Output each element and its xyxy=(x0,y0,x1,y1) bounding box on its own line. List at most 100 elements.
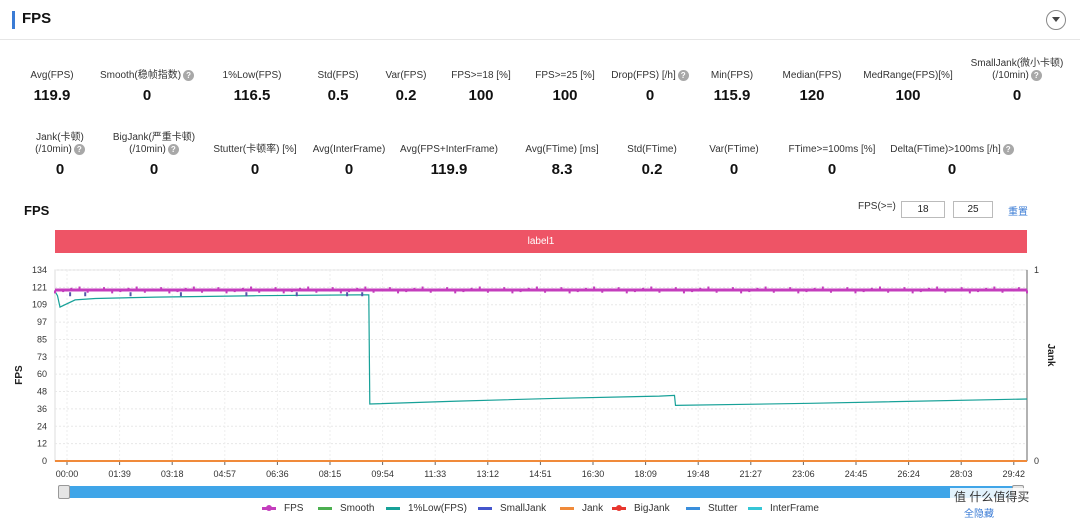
fps-point xyxy=(764,286,767,290)
y2-tick-label: 1 xyxy=(1034,265,1039,275)
y-tick-label: 12 xyxy=(37,439,47,449)
metric-value: 0 xyxy=(645,87,655,104)
fps-point xyxy=(397,290,400,294)
fps-point xyxy=(527,287,530,291)
metric-0: Jank(卡顿) (/10min)? 0 xyxy=(12,128,108,188)
legend-item-fps[interactable]: FPS xyxy=(262,503,303,514)
fps-point xyxy=(568,290,571,294)
fps-point xyxy=(797,290,800,294)
fps-point xyxy=(495,288,498,292)
fps-point xyxy=(413,287,416,291)
legend-item-smalljank[interactable]: SmallJank xyxy=(478,503,546,514)
reset-link[interactable]: 重置 xyxy=(1008,207,1028,218)
smalljank-point xyxy=(245,292,248,297)
slider-handle-left[interactable] xyxy=(58,485,70,499)
legend-item-1-low-fps-[interactable]: 1%Low(FPS) xyxy=(386,503,467,514)
metric-label: SmallJank(微小卡顿) (/10min)? xyxy=(962,58,1072,82)
legend-item-interframe[interactable]: InterFrame xyxy=(748,503,819,514)
fps-point xyxy=(209,288,212,292)
fps-point xyxy=(127,287,130,291)
legend-swatch xyxy=(612,505,626,511)
plot-frame xyxy=(54,269,1028,462)
metric-label: Smooth(稳帧指数)? xyxy=(92,69,202,82)
brand-watermark: 值 什么值得买 xyxy=(950,488,1034,505)
fps-point xyxy=(421,286,424,290)
fps-point xyxy=(437,288,440,292)
fps-point xyxy=(723,288,726,292)
fps-point xyxy=(699,287,702,291)
metric-value: 0 xyxy=(142,87,152,104)
smalljank-point xyxy=(179,292,182,297)
x-axis: 00:00 01:39 03:18 04:57 06:36 08:15 09:54 11:33… xyxy=(55,460,1027,479)
metric-2: Stutter(卡顿率) [%] 0 xyxy=(200,128,310,188)
fps-point xyxy=(960,287,963,291)
x-tick-label: 11:33 xyxy=(424,469,446,479)
legend-item-bigjank[interactable]: BigJank xyxy=(612,503,670,514)
fps-point xyxy=(511,290,514,294)
help-icon[interactable]: ? xyxy=(73,143,85,155)
collapse-button[interactable] xyxy=(1046,10,1066,30)
help-icon[interactable]: ? xyxy=(183,69,195,81)
metric-value: 120 xyxy=(799,87,825,104)
x-tick-label: 09:54 xyxy=(371,469,394,479)
metric-label-text: 1%Low(FPS) xyxy=(222,70,282,81)
fps-threshold-input-2[interactable] xyxy=(953,201,993,218)
fps-point xyxy=(519,289,522,293)
time-range-slider[interactable] xyxy=(58,485,1024,499)
fps-point xyxy=(789,287,792,291)
fps-point xyxy=(364,286,367,290)
fps-point xyxy=(184,287,187,291)
fps-point xyxy=(903,287,906,291)
fps-point xyxy=(1001,289,1004,293)
metric-value: 0.2 xyxy=(395,87,417,104)
fps-point xyxy=(854,290,857,294)
panel-title: FPS xyxy=(22,10,52,27)
metric-value: 100 xyxy=(552,87,578,104)
legend-swatch xyxy=(478,507,492,510)
help-icon[interactable]: ? xyxy=(677,69,689,81)
hide-all-link[interactable]: 全隐藏 xyxy=(964,509,994,520)
fps-point xyxy=(625,290,628,294)
legend-label: 1%Low(FPS) xyxy=(408,503,467,514)
fps-point xyxy=(772,289,775,293)
metric-5: FPS>=18 [%] 100 xyxy=(438,54,524,114)
metric-label-text: Var(FTime) xyxy=(709,144,759,155)
metric-5: Avg(FTime) [ms] 8.3 xyxy=(510,128,614,188)
y-tick-label: 60 xyxy=(37,369,47,379)
panel-header: FPS xyxy=(0,0,1080,40)
fps-point xyxy=(119,289,122,293)
metric-label-text: FPS>=25 [%] xyxy=(535,70,595,81)
x-tick-label: 01:39 xyxy=(108,469,131,479)
metric-11: SmallJank(微小卡顿) (/10min)? 0 xyxy=(962,54,1072,114)
fps-point xyxy=(715,289,718,293)
smalljank-point xyxy=(84,292,87,297)
help-icon[interactable]: ? xyxy=(1002,143,1014,155)
legend-item-smooth[interactable]: Smooth xyxy=(318,503,374,514)
smalljank-point xyxy=(69,292,72,297)
metric-label-text: Std(FPS) xyxy=(317,70,359,81)
fps-threshold-input-1[interactable] xyxy=(901,201,945,218)
x-tick-label: 23:06 xyxy=(792,469,815,479)
help-icon[interactable]: ? xyxy=(1030,69,1042,81)
metric-label-text: Min(FPS) xyxy=(710,70,754,81)
metric-9: Median(FPS) 120 xyxy=(770,54,854,114)
label-band[interactable]: label1 xyxy=(55,230,1027,253)
fps-point xyxy=(846,287,849,291)
metric-label-unit: (/10min) xyxy=(992,70,1029,81)
legend-swatch xyxy=(748,507,762,510)
legend-item-jank[interactable]: Jank xyxy=(560,503,603,514)
fps-point xyxy=(429,289,432,293)
metric-1: BigJank(严重卡顿) (/10min)? 0 xyxy=(108,128,200,188)
fps-point xyxy=(331,287,334,291)
x-tick-label: 06:36 xyxy=(266,469,289,479)
metric-label-text: Stutter(卡顿率) [%] xyxy=(213,144,297,155)
fps-point xyxy=(503,287,506,291)
legend-item-stutter[interactable]: Stutter xyxy=(686,503,737,514)
fps-point xyxy=(584,287,587,291)
fps-point xyxy=(609,288,612,292)
metric-6: Std(FTime) 0.2 xyxy=(614,128,690,188)
fps-point xyxy=(895,288,898,292)
metric-value: 0 xyxy=(1012,87,1022,104)
help-icon[interactable]: ? xyxy=(167,143,179,155)
